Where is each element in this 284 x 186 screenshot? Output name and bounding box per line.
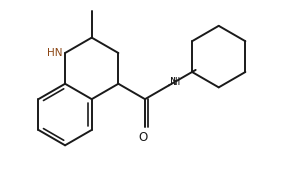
Text: H: H [173,77,180,87]
Text: HN: HN [47,48,62,58]
Text: O: O [139,131,148,144]
Text: N: N [170,77,178,87]
